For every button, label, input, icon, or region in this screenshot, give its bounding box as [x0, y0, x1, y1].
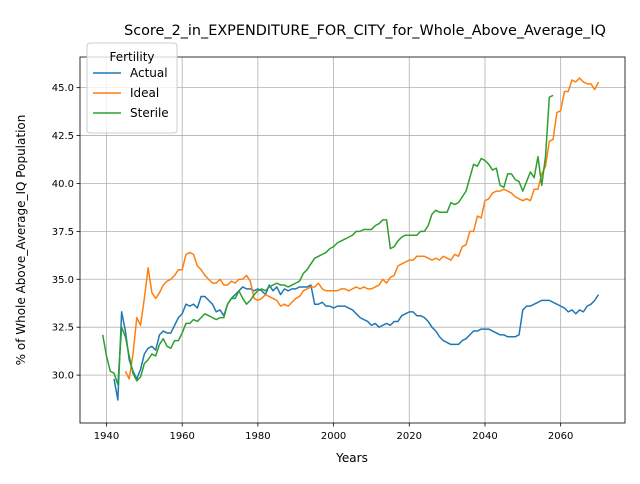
legend: Fertility Actual Ideal Sterile: [86, 42, 178, 134]
series-line-actual: [113, 284, 600, 401]
legend-label-actual: Actual: [130, 66, 168, 80]
x-tick-label: 2060: [548, 431, 573, 442]
x-axis: 1940 1960 1980 2000 2020 2040 2060: [94, 423, 573, 442]
y-tick-label: 37.5: [52, 227, 74, 238]
series-line-sterile: [101, 94, 554, 386]
legend-entries: Actual Ideal Sterile: [93, 66, 169, 120]
x-tick-label: 1980: [245, 431, 270, 442]
y-tick-label: 30.0: [52, 371, 74, 382]
x-tick-label: 1960: [169, 431, 194, 442]
legend-box: [86, 42, 178, 134]
x-tick-label: 2020: [397, 431, 422, 442]
y-axis-label: % of Whole Above_Average_IQ Population: [14, 115, 28, 366]
chart-title: Score_2_in_EXPENDITURE_FOR_CITY_for_Whol…: [124, 23, 606, 39]
legend-label-ideal: Ideal: [130, 86, 159, 100]
legend-title: Fertility: [109, 50, 154, 64]
x-tick-label: 2000: [321, 431, 346, 442]
y-tick-label: 45.0: [52, 83, 74, 94]
x-axis-label: Years: [335, 451, 368, 465]
x-tick-label: 1940: [94, 431, 119, 442]
y-tick-label: 32.5: [52, 323, 74, 334]
x-tick-label: 2040: [472, 431, 497, 442]
y-tick-label: 40.0: [52, 179, 74, 190]
legend-label-sterile: Sterile: [130, 106, 169, 120]
series-line-ideal: [124, 77, 600, 380]
y-tick-label: 42.5: [52, 131, 74, 142]
grid-lines: [80, 57, 625, 423]
y-tick-label: 35.0: [52, 275, 74, 286]
plot-frame: [79, 56, 626, 424]
y-axis: 30.0 32.5 35.0 37.5 40.0 42.5 45.0: [52, 83, 80, 382]
series-layer: [101, 77, 600, 401]
